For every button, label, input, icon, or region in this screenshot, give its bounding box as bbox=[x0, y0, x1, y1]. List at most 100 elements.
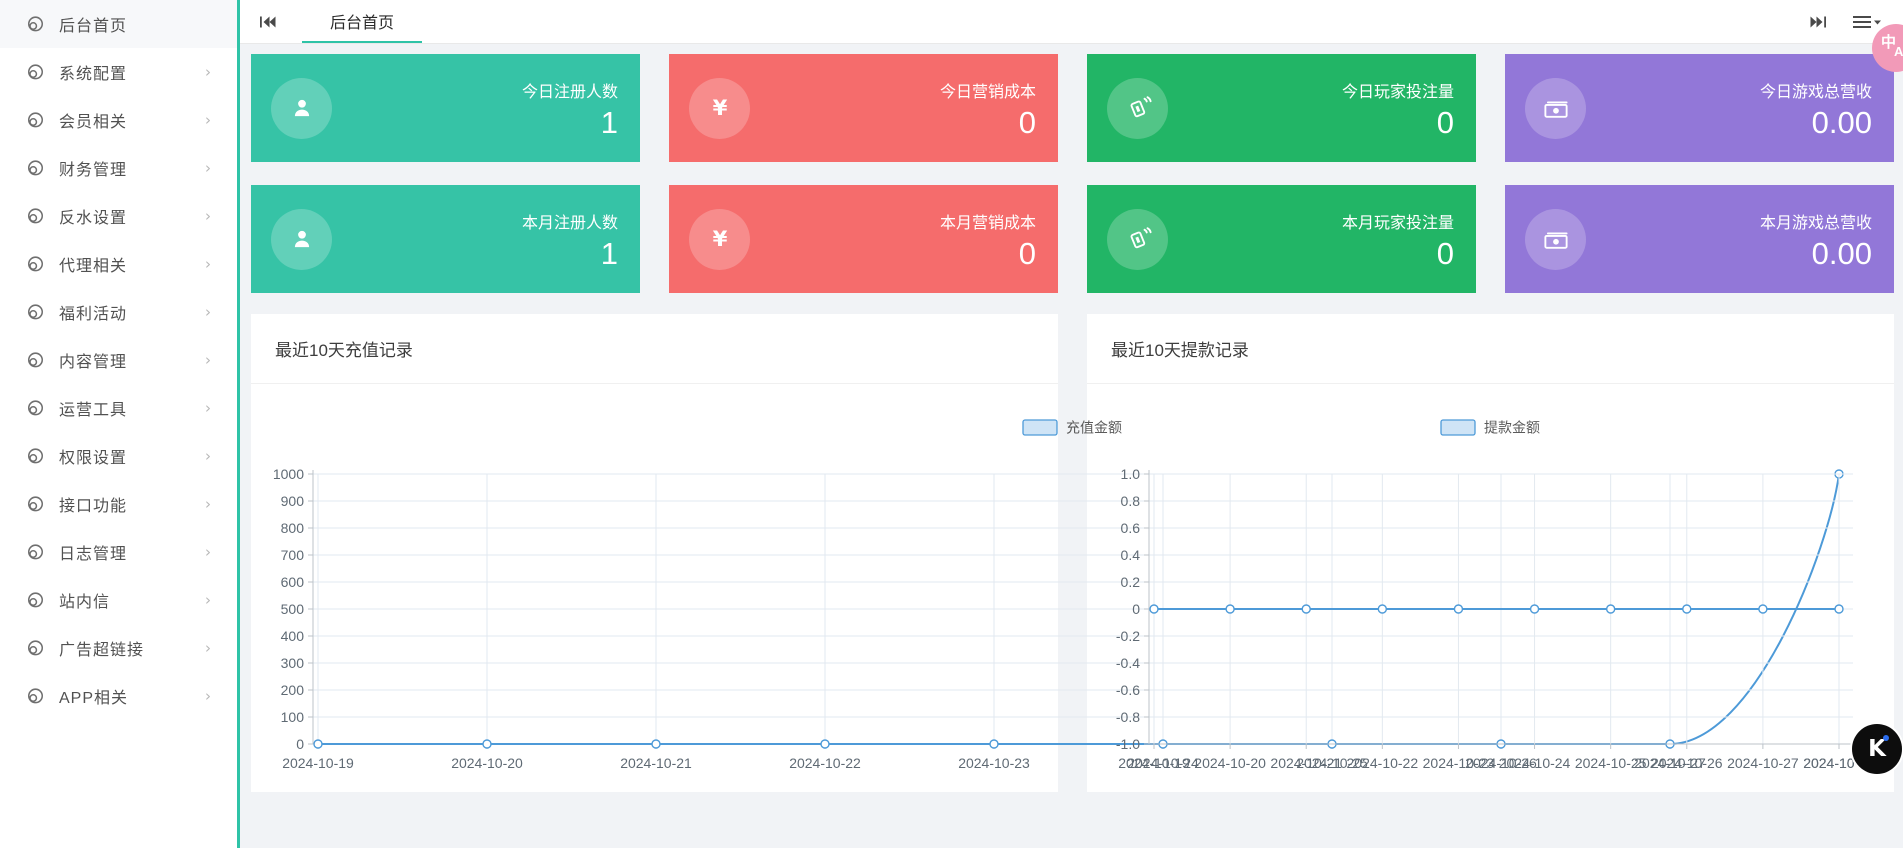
sidebar-item-5[interactable]: 反水设置 › bbox=[0, 192, 237, 240]
ring-icon bbox=[26, 447, 45, 466]
svg-text:2024-10-21: 2024-10-21 bbox=[1270, 755, 1342, 771]
card-icon-circle bbox=[1525, 208, 1586, 270]
tab-dashboard-home[interactable]: 后台首页 bbox=[302, 0, 423, 43]
sidebar-item-1[interactable]: 后台首页 bbox=[0, 0, 237, 48]
card-label: 今日注册人数 bbox=[521, 84, 618, 101]
expand-tabs-button[interactable] bbox=[1810, 14, 1827, 30]
svg-text:2024-10-26: 2024-10-26 bbox=[1651, 755, 1723, 771]
ring-icon bbox=[26, 351, 45, 370]
translate-en-glyph: A bbox=[1894, 44, 1903, 59]
svg-text:2024-10-19: 2024-10-19 bbox=[1118, 755, 1190, 771]
svg-text:2024-10-23: 2024-10-23 bbox=[958, 755, 1030, 771]
svg-text:-0.2: -0.2 bbox=[1116, 628, 1140, 644]
chevron-right-icon: › bbox=[205, 639, 211, 657]
skip-back-icon bbox=[259, 14, 276, 30]
tab-label: 后台首页 bbox=[330, 14, 395, 32]
card-icon-circle: ¥ bbox=[689, 208, 750, 270]
sidebar-item-3[interactable]: 会员相关 › bbox=[0, 96, 237, 144]
stat-cards-grid: 今日注册人数 1 ¥ 今日营销成本 0 今日玩家投注量 0 今日游戏总营收 0.00 本月注册人数… bbox=[251, 54, 1894, 293]
card-text: 今日营销成本 0 bbox=[940, 78, 1036, 138]
card-label: 本月游戏总营收 bbox=[1759, 215, 1872, 232]
bet-card-icon bbox=[1123, 224, 1153, 254]
card-icon-circle: ¥ bbox=[689, 77, 750, 139]
sidebar-item-label: 权限设置 bbox=[59, 450, 128, 467]
sidebar-item-2[interactable]: 系统配置 › bbox=[0, 48, 237, 96]
ring-icon bbox=[26, 207, 45, 226]
card-label: 本月营销成本 bbox=[939, 215, 1036, 232]
svg-text:2024-10-24: 2024-10-24 bbox=[1127, 755, 1199, 771]
sidebar-item-12[interactable]: 日志管理 › bbox=[0, 528, 237, 576]
brand-letter: K bbox=[1868, 736, 1886, 762]
sidebar-item-14[interactable]: 广告超链接 › bbox=[0, 624, 237, 672]
stat-card-5[interactable]: 本月注册人数 1 bbox=[251, 185, 640, 293]
card-value: 0.00 bbox=[1811, 105, 1872, 140]
ring-icon bbox=[26, 63, 45, 82]
svg-text:2024-10-25: 2024-10-25 bbox=[1296, 755, 1368, 771]
chart-panel-2: 最近10天提款记录 1.0 0.8 0.6 0.4 0.2 0 -0.2 -0.4 -0.6 -0.… bbox=[1087, 314, 1894, 792]
chevron-right-icon: › bbox=[205, 495, 211, 513]
collapse-sidebar-button[interactable] bbox=[240, 0, 294, 43]
stat-card-1[interactable]: 今日注册人数 1 bbox=[251, 54, 640, 162]
card-icon-circle bbox=[1107, 77, 1168, 139]
sidebar-item-13[interactable]: 站内信 › bbox=[0, 576, 237, 624]
stat-card-3[interactable]: 今日玩家投注量 0 bbox=[1087, 54, 1476, 162]
svg-text:2024-10-25: 2024-10-25 bbox=[1575, 755, 1647, 771]
brand-dot bbox=[1883, 735, 1889, 741]
sidebar-item-7[interactable]: 福利活动 › bbox=[0, 288, 237, 336]
panel-chart-body: 1000 900 800 700 600 500 400 300 200 100 0 2024-10-… bbox=[251, 384, 1875, 792]
card-icon-circle bbox=[271, 208, 332, 270]
card-text: 今日注册人数 1 bbox=[522, 78, 618, 138]
stat-card-7[interactable]: 本月玩家投注量 0 bbox=[1087, 185, 1476, 293]
sidebar-item-label: 接口功能 bbox=[59, 498, 128, 515]
chevron-right-icon: › bbox=[205, 543, 211, 561]
sidebar-item-15[interactable]: APP相关 › bbox=[0, 672, 237, 720]
stat-card-4[interactable]: 今日游戏总营收 0.00 bbox=[1505, 54, 1894, 162]
panel-title: 最近10天充值记录 bbox=[275, 341, 413, 360]
sidebar-item-label: 代理相关 bbox=[59, 258, 128, 275]
chart-panels-row: 最近10天充值记录 1000 900 800 700 600 500 400 300 200 100… bbox=[251, 314, 1894, 792]
sidebar-item-label: 财务管理 bbox=[59, 162, 128, 179]
card-value: 1 bbox=[600, 236, 618, 271]
ring-icon bbox=[26, 495, 45, 514]
sidebar-item-label: 福利活动 bbox=[59, 306, 128, 323]
ring-icon bbox=[26, 15, 45, 34]
svg-text:2024-10-19: 2024-10-19 bbox=[282, 755, 354, 771]
sidebar-item-11[interactable]: 接口功能 › bbox=[0, 480, 237, 528]
skip-forward-icon bbox=[1810, 14, 1827, 30]
svg-text:0.8: 0.8 bbox=[1121, 493, 1141, 509]
ring-icon bbox=[26, 303, 45, 322]
sidebar-item-4[interactable]: 财务管理 › bbox=[0, 144, 237, 192]
sidebar-item-6[interactable]: 代理相关 › bbox=[0, 240, 237, 288]
sidebar-item-label: APP相关 bbox=[59, 690, 129, 707]
translate-button[interactable]: 中 A bbox=[1872, 24, 1903, 72]
panel-chart-body: 1.0 0.8 0.6 0.4 0.2 0 -0.2 -0.4 -0.6 -0.8 -1.0 2024… bbox=[1087, 384, 1894, 792]
tabbar-right-tools bbox=[1810, 0, 1903, 43]
card-text: 本月游戏总营收 0.00 bbox=[1760, 209, 1872, 269]
chevron-right-icon: › bbox=[205, 303, 211, 321]
svg-text:2024-10-22: 2024-10-22 bbox=[789, 755, 861, 771]
stat-card-8[interactable]: 本月游戏总营收 0.00 bbox=[1505, 185, 1894, 293]
svg-text:2024-10-27: 2024-10-27 bbox=[1727, 755, 1799, 771]
stat-card-2[interactable]: ¥ 今日营销成本 0 bbox=[669, 54, 1058, 162]
svg-text:-0.4: -0.4 bbox=[1116, 655, 1140, 671]
card-value: 0 bbox=[1018, 105, 1036, 140]
ring-icon bbox=[26, 399, 45, 418]
ring-icon bbox=[26, 687, 45, 706]
card-label: 今日营销成本 bbox=[939, 84, 1036, 101]
dashboard-content: 今日注册人数 1 ¥ 今日营销成本 0 今日玩家投注量 0 今日游戏总营收 0.00 本月注册人数… bbox=[240, 44, 1903, 792]
sidebar-item-9[interactable]: 运营工具 › bbox=[0, 384, 237, 432]
card-icon-circle bbox=[271, 77, 332, 139]
svg-text:700: 700 bbox=[281, 547, 305, 563]
card-value: 0.00 bbox=[1811, 236, 1872, 271]
tab-menu-button[interactable] bbox=[1853, 15, 1881, 29]
line-chart-2: 1.0 0.8 0.6 0.4 0.2 0 -0.2 -0.4 -0.6 -0.8 -1.0 2024… bbox=[1116, 419, 1875, 771]
banknote-icon bbox=[1541, 93, 1571, 123]
sidebar: 后台首页 系统配置 › 会员相关 › 财务管理 › 反水设置 › 代理相关 › 福利活动 › 内容管理 › 运… bbox=[0, 0, 237, 848]
svg-text:2024-10-22: 2024-10-22 bbox=[1347, 755, 1419, 771]
sidebar-item-10[interactable]: 权限设置 › bbox=[0, 432, 237, 480]
brand-k-badge[interactable]: K bbox=[1852, 724, 1902, 774]
card-label: 本月玩家投注量 bbox=[1341, 215, 1454, 232]
sidebar-item-8[interactable]: 内容管理 › bbox=[0, 336, 237, 384]
stat-card-6[interactable]: ¥ 本月营销成本 0 bbox=[669, 185, 1058, 293]
hamburger-caret-icon bbox=[1853, 15, 1881, 29]
